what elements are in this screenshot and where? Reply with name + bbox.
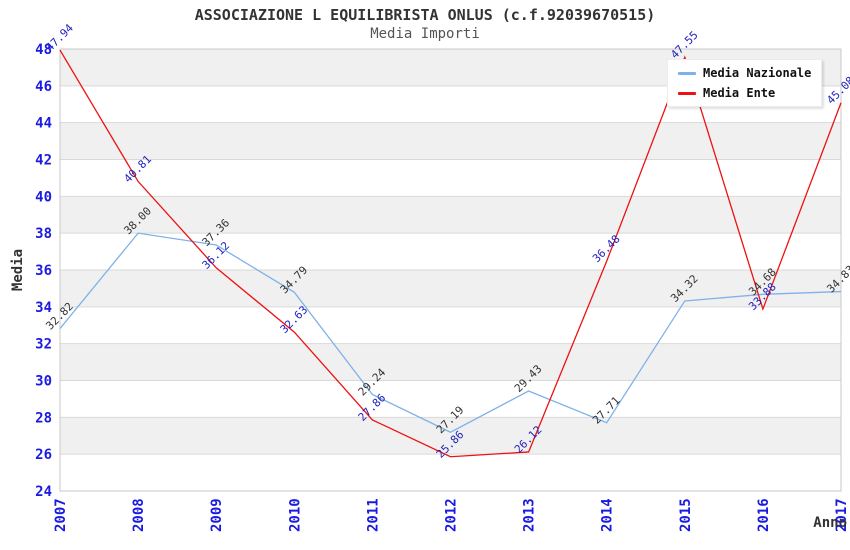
legend-item-media-ente: Media Ente <box>678 86 811 100</box>
svg-text:2014: 2014 <box>600 498 616 532</box>
svg-text:2016: 2016 <box>756 498 772 532</box>
svg-text:2012: 2012 <box>444 498 460 532</box>
svg-text:48: 48 <box>35 42 52 58</box>
svg-text:2008: 2008 <box>131 498 147 532</box>
x-axis-title: Anno <box>813 515 847 531</box>
legend-label-media-ente: Media Ente <box>703 86 776 100</box>
chart-title: ASSOCIAZIONE L EQUILIBRISTA ONLUS (c.f.9… <box>194 6 656 24</box>
legend-item-media-nazionale: Media Nazionale <box>678 66 811 80</box>
series-line-0 <box>59 232 842 433</box>
svg-text:24: 24 <box>35 484 52 500</box>
gridlines <box>60 85 841 455</box>
svg-text:38: 38 <box>35 226 52 242</box>
svg-text:2017: 2017 <box>834 498 850 532</box>
svg-text:32: 32 <box>35 337 52 353</box>
legend-line-sample-blue <box>678 71 696 75</box>
plot-border <box>59 48 842 492</box>
svg-text:46: 46 <box>35 79 52 95</box>
svg-text:34: 34 <box>35 300 52 316</box>
legend-label-media-nazionale: Media Nazionale <box>703 66 812 80</box>
svg-text:44: 44 <box>35 116 52 132</box>
svg-text:2015: 2015 <box>678 498 694 532</box>
y-axis-ticks: 24 26 28 30 32 34 36 38 40 42 44 46 48 <box>35 42 52 500</box>
svg-text:40: 40 <box>35 189 52 205</box>
svg-text:2013: 2013 <box>522 498 538 532</box>
legend: Media Nazionale Media Ente <box>667 59 823 107</box>
x-axis-ticks: 2007 2008 2009 2010 2011 2012 2013 2014 2015 2016… <box>53 498 850 532</box>
svg-text:2010: 2010 <box>287 498 303 532</box>
series-line-1 <box>59 49 842 458</box>
legend-line-sample-red <box>678 91 696 95</box>
svg-text:2007: 2007 <box>53 498 69 532</box>
svg-text:2009: 2009 <box>209 498 225 532</box>
svg-text:36: 36 <box>35 263 52 279</box>
svg-text:28: 28 <box>35 410 52 426</box>
chart-subtitle: Media Importi <box>370 26 480 42</box>
y-axis-title: Media <box>10 249 26 291</box>
plot-bands <box>60 49 841 491</box>
svg-text:2011: 2011 <box>365 498 381 532</box>
svg-text:26: 26 <box>35 447 52 463</box>
svg-text:30: 30 <box>35 374 52 390</box>
svg-text:42: 42 <box>35 153 52 169</box>
